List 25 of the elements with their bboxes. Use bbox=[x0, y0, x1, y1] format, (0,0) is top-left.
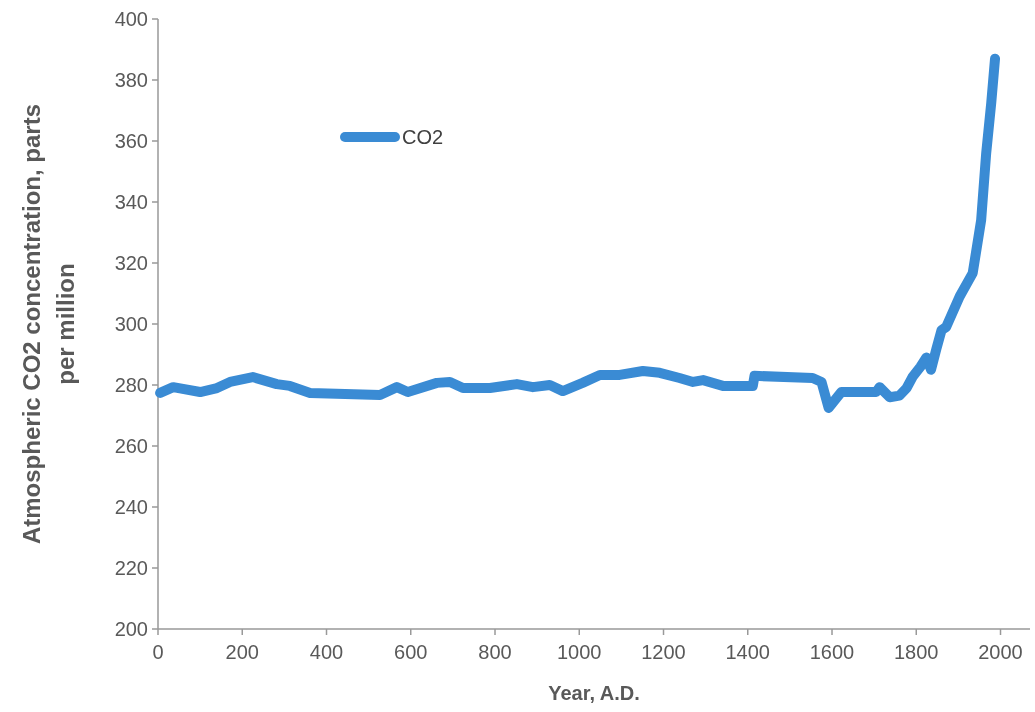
y-tick-label: 220 bbox=[114, 557, 148, 579]
y-tick-label: 200 bbox=[114, 618, 148, 640]
x-tick-label: 400 bbox=[309, 641, 344, 663]
y-tick-label: 260 bbox=[114, 435, 148, 457]
y-tick-label: 400 bbox=[114, 8, 148, 30]
y-tick-label: 340 bbox=[114, 191, 148, 213]
x-tick-label: 800 bbox=[478, 641, 512, 663]
x-tick-label: 1000 bbox=[557, 641, 602, 663]
x-tick-label: 1600 bbox=[809, 641, 855, 663]
legend-label: CO2 bbox=[402, 126, 444, 148]
x-tick-label: 200 bbox=[225, 641, 259, 663]
y-tick-label: 360 bbox=[114, 130, 148, 152]
y-tick-label: 240 bbox=[114, 496, 148, 518]
x-tick-label: 600 bbox=[394, 641, 428, 663]
y-tick-label: 280 bbox=[114, 374, 148, 396]
x-tick-label: 0 bbox=[152, 641, 164, 663]
x-tick-label: 1200 bbox=[641, 641, 686, 663]
y-tick-label: 320 bbox=[114, 252, 148, 274]
y-axis-title: Atmospheric CO2 concentration, parts per million bbox=[18, 103, 79, 545]
y-tick-label: 380 bbox=[114, 69, 148, 91]
x-axis-title: Year, A.D. bbox=[548, 682, 640, 704]
x-tick-label: 1400 bbox=[725, 641, 771, 663]
y-tick-label: 300 bbox=[114, 313, 148, 335]
x-tick-label: 1800 bbox=[894, 641, 939, 663]
x-tick-label: 2000 bbox=[978, 641, 1023, 663]
